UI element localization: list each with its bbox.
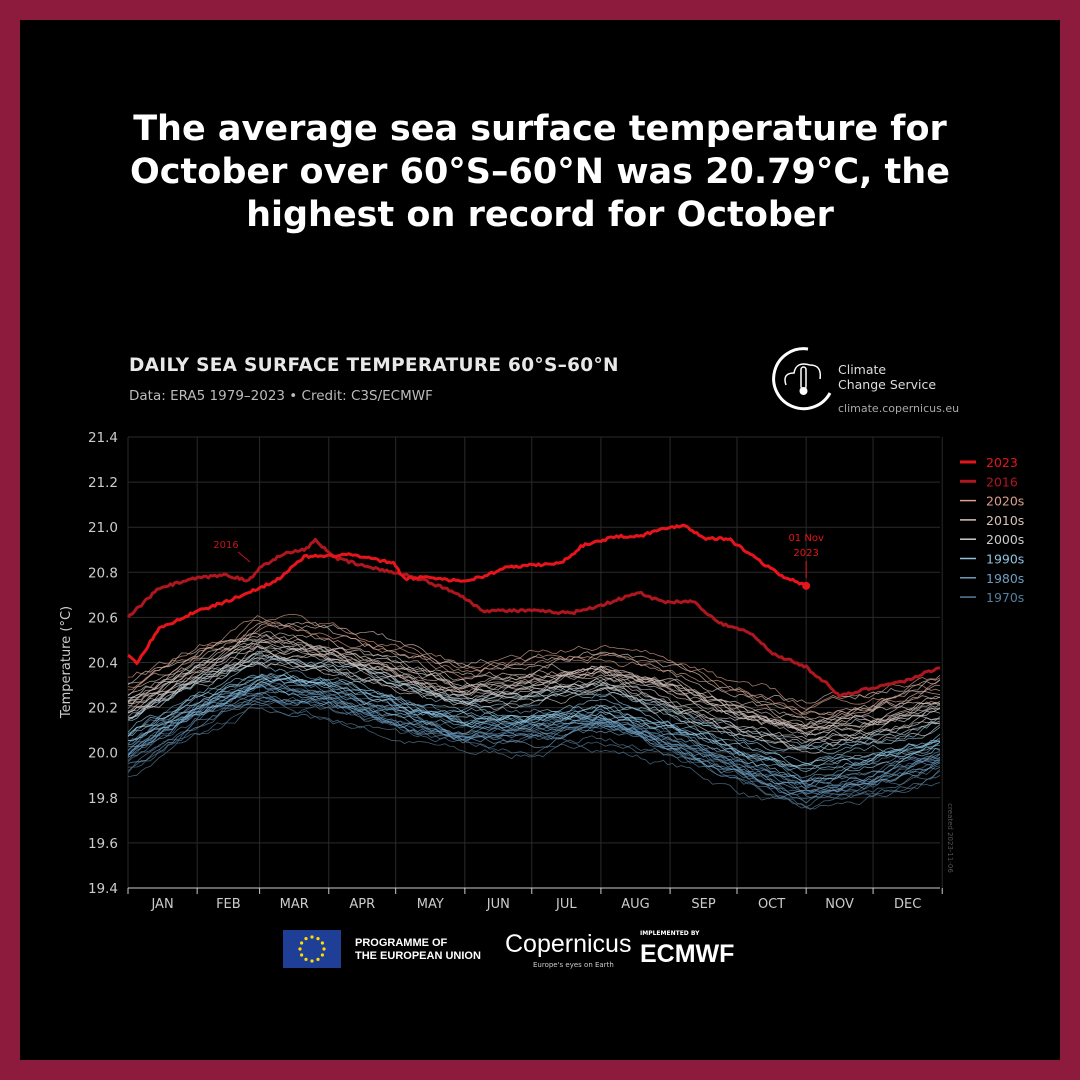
c3s-logo: Climate Change Service climate.copernicu… bbox=[768, 345, 968, 415]
series-line-2023 bbox=[127, 523, 807, 665]
x-tick-label: DEC bbox=[894, 897, 921, 912]
legend-label-2010s: 2010s bbox=[986, 513, 1024, 528]
y-tick-label: 20.2 bbox=[88, 701, 118, 717]
x-tick-label: MAR bbox=[280, 897, 309, 912]
annotation-date: 01 Nov bbox=[788, 533, 824, 544]
created-note: created 2023-11-06 bbox=[946, 803, 954, 873]
legend-label-1980s: 1980s bbox=[986, 571, 1024, 586]
series-line-1970s bbox=[127, 707, 941, 810]
x-tick-label: JUN bbox=[486, 897, 510, 912]
series-line-1980s bbox=[127, 678, 941, 786]
series-line-1970s bbox=[127, 695, 941, 796]
logo-line1: Climate bbox=[838, 362, 887, 377]
x-tick-label: FEB bbox=[216, 897, 241, 912]
series-line-2000s bbox=[127, 661, 941, 754]
chart-subtitle: Data: ERA5 1979–2023 • Credit: C3S/ECMWF bbox=[129, 388, 433, 404]
series-line-2020s bbox=[127, 624, 941, 716]
y-tick-label: 20.4 bbox=[88, 656, 118, 672]
legend-label-2016: 2016 bbox=[986, 474, 1018, 489]
series-line-2020s bbox=[127, 619, 941, 714]
legend-label-1990s: 1990s bbox=[986, 552, 1024, 567]
series-line-2000s bbox=[127, 658, 941, 748]
annotation-2016-arrow bbox=[237, 551, 251, 563]
frame bbox=[20, 20, 1060, 1060]
x-tick-label: JUL bbox=[555, 897, 577, 912]
ecmwf-logo: ECMWF bbox=[640, 940, 735, 968]
logo-url: climate.copernicus.eu bbox=[838, 402, 960, 415]
eu-flag-icon bbox=[283, 930, 341, 968]
chart-title: DAILY SEA SURFACE TEMPERATURE 60°S–60°N bbox=[129, 355, 619, 376]
series-line-1980s bbox=[127, 684, 941, 804]
legend-label-1970s: 1970s bbox=[986, 590, 1024, 605]
logo-line2: Change Service bbox=[838, 377, 937, 392]
series-line-1980s bbox=[127, 696, 941, 796]
implemented-by: IMPLEMENTED BY bbox=[640, 930, 700, 937]
footer-logos: PROGRAMME OF THE EUROPEAN UNION Copernicu… bbox=[283, 928, 803, 973]
legend-label-2000s: 2000s bbox=[986, 532, 1024, 547]
x-tick-label: APR bbox=[349, 897, 375, 912]
series-line-2010s bbox=[128, 639, 941, 730]
series-line-1990s bbox=[127, 673, 941, 765]
series-line-1990s bbox=[127, 675, 941, 767]
series-line-1980s bbox=[127, 678, 941, 779]
series-line-1990s bbox=[127, 681, 941, 771]
series-line-2010s bbox=[127, 621, 941, 716]
annotation-year: 2023 bbox=[793, 548, 818, 559]
x-tick-label: AUG bbox=[621, 897, 649, 912]
y-tick-label: 19.8 bbox=[88, 791, 118, 807]
series-line-1990s bbox=[127, 673, 941, 768]
x-tick-label: SEP bbox=[691, 897, 715, 912]
series-line-2020s bbox=[127, 613, 941, 710]
thermometer-cloud-icon bbox=[772, 347, 832, 411]
copernicus-tagline: Europe's eyes on Earth bbox=[533, 961, 614, 969]
y-tick-label: 19.6 bbox=[88, 836, 118, 852]
y-tick-label: 21.0 bbox=[88, 520, 118, 536]
y-tick-label: 21.2 bbox=[88, 475, 118, 491]
y-tick-label: 20.6 bbox=[88, 610, 118, 626]
x-tick-label: JAN bbox=[150, 897, 173, 912]
series-line-2000s bbox=[127, 655, 941, 743]
legend-label-2020s: 2020s bbox=[986, 494, 1024, 509]
end-point-2023 bbox=[802, 581, 811, 590]
x-tick-label: OCT bbox=[758, 897, 785, 912]
legend-label-2023: 2023 bbox=[986, 455, 1018, 470]
programme-line1: PROGRAMME OF bbox=[355, 937, 448, 949]
programme-label: PROGRAMME OF THE EUROPEAN UNION bbox=[355, 937, 481, 963]
series-line-2000s bbox=[127, 654, 941, 744]
copernicus-logo: Copernicus bbox=[505, 930, 632, 958]
series-line-1980s bbox=[127, 688, 941, 789]
y-axis-label: Temperature (°C) bbox=[59, 606, 74, 719]
series-line-1970s bbox=[127, 703, 941, 810]
x-tick-label: NOV bbox=[825, 897, 854, 912]
series-line-1980s bbox=[127, 695, 941, 787]
programme-line2: THE EUROPEAN UNION bbox=[355, 950, 481, 962]
series-line-1980s bbox=[127, 679, 941, 796]
series-line-2016 bbox=[126, 537, 940, 698]
series-line-1970s bbox=[127, 694, 941, 809]
series-line-2010s bbox=[127, 648, 941, 738]
y-tick-label: 21.4 bbox=[88, 430, 118, 446]
series-line-2010s bbox=[127, 638, 941, 730]
headline: The average sea surface temperature for … bbox=[130, 109, 950, 235]
y-tick-label: 20.8 bbox=[88, 565, 118, 581]
series-line-1970s bbox=[127, 701, 941, 797]
annotation-2016: 2016 bbox=[213, 540, 238, 551]
series-line-2010s bbox=[127, 632, 941, 723]
series-line-2010s bbox=[127, 631, 941, 721]
series-line-2010s bbox=[127, 634, 941, 729]
series-line-1980s bbox=[127, 692, 941, 782]
series-line-1980s bbox=[127, 670, 941, 783]
series-line-1990s bbox=[127, 652, 941, 751]
y-tick-label: 19.4 bbox=[88, 881, 118, 897]
x-tick-label: MAY bbox=[417, 897, 444, 912]
series-line-1990s bbox=[127, 663, 941, 773]
y-tick-label: 20.0 bbox=[88, 746, 118, 762]
